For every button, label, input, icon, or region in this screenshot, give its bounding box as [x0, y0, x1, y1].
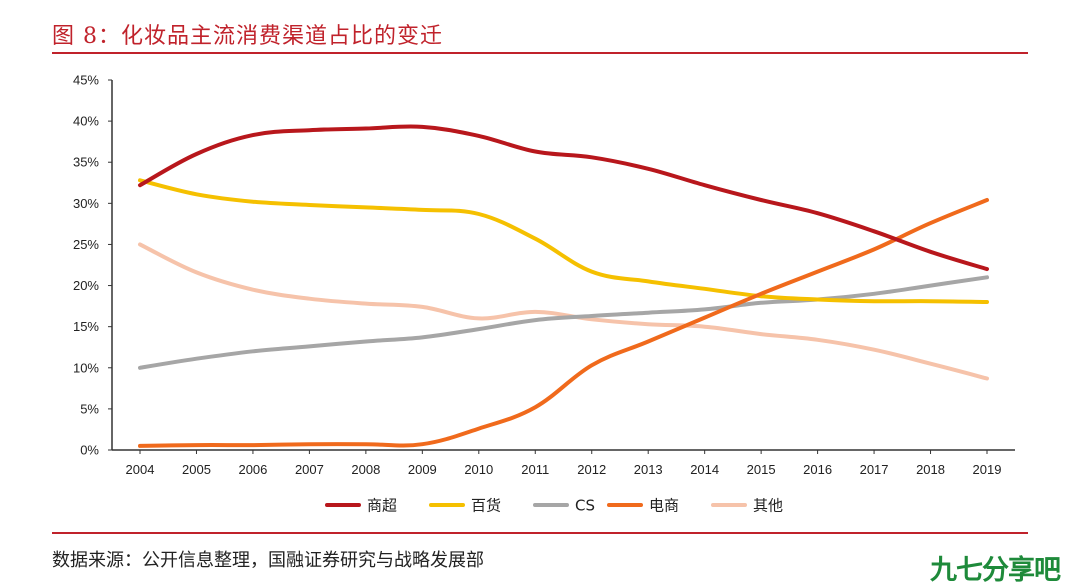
y-tick-label: 35% — [73, 155, 99, 170]
series-line-CS — [138, 275, 989, 370]
legend-label: 电商 — [649, 497, 679, 515]
series-line-百货 — [138, 178, 989, 304]
y-tick-label: 10% — [73, 360, 99, 375]
y-tick-label: 20% — [73, 278, 99, 293]
x-tick-label: 2008 — [351, 462, 380, 477]
x-tick-label: 2014 — [690, 462, 719, 477]
source-note: 数据来源：公开信息整理，国融证券研究与战略发展部 — [52, 550, 484, 571]
series-line-其他 — [138, 242, 989, 381]
legend-label: 其他 — [753, 497, 783, 515]
y-tick-label: 0% — [80, 443, 99, 458]
source-divider — [52, 532, 1028, 534]
figure-title: 图 8：化妆品主流消费渠道占比的变迁 — [52, 24, 443, 49]
series-line-商超 — [138, 124, 989, 272]
x-tick-label: 2012 — [577, 462, 606, 477]
x-tick-label: 2007 — [295, 462, 324, 477]
legend-label: CS — [575, 497, 595, 515]
watermark-logo: 九七分享吧 — [930, 555, 1061, 586]
series-line-电商 — [138, 198, 989, 448]
x-tick-label: 2016 — [803, 462, 832, 477]
y-tick-label: 5% — [80, 401, 99, 416]
line-chart: 0% 5% 10% 15% 20% 25% 30% 35% 40% 45% 2004 2005 2006… — [73, 73, 1015, 515]
x-tick-label: 2009 — [408, 462, 437, 477]
x-tick-label: 2019 — [973, 462, 1002, 477]
y-tick-label: 40% — [73, 114, 99, 129]
y-tick-label: 25% — [73, 237, 99, 252]
x-tick-label: 2004 — [126, 462, 155, 477]
legend-label: 百货 — [471, 497, 501, 515]
y-tick-label: 15% — [73, 319, 99, 334]
legend-label: 商超 — [367, 497, 397, 515]
title-divider — [52, 52, 1028, 54]
x-tick-label: 2005 — [182, 462, 211, 477]
x-tick-label: 2006 — [238, 462, 267, 477]
x-tick-label: 2017 — [860, 462, 889, 477]
y-tick-label: 30% — [73, 196, 99, 211]
y-tick-label: 45% — [73, 73, 99, 88]
x-tick-label: 2018 — [916, 462, 945, 477]
x-tick-label: 2011 — [521, 462, 549, 477]
x-tick-label: 2010 — [464, 462, 493, 477]
x-tick-label: 2013 — [634, 462, 663, 477]
x-tick-label: 2015 — [747, 462, 776, 477]
